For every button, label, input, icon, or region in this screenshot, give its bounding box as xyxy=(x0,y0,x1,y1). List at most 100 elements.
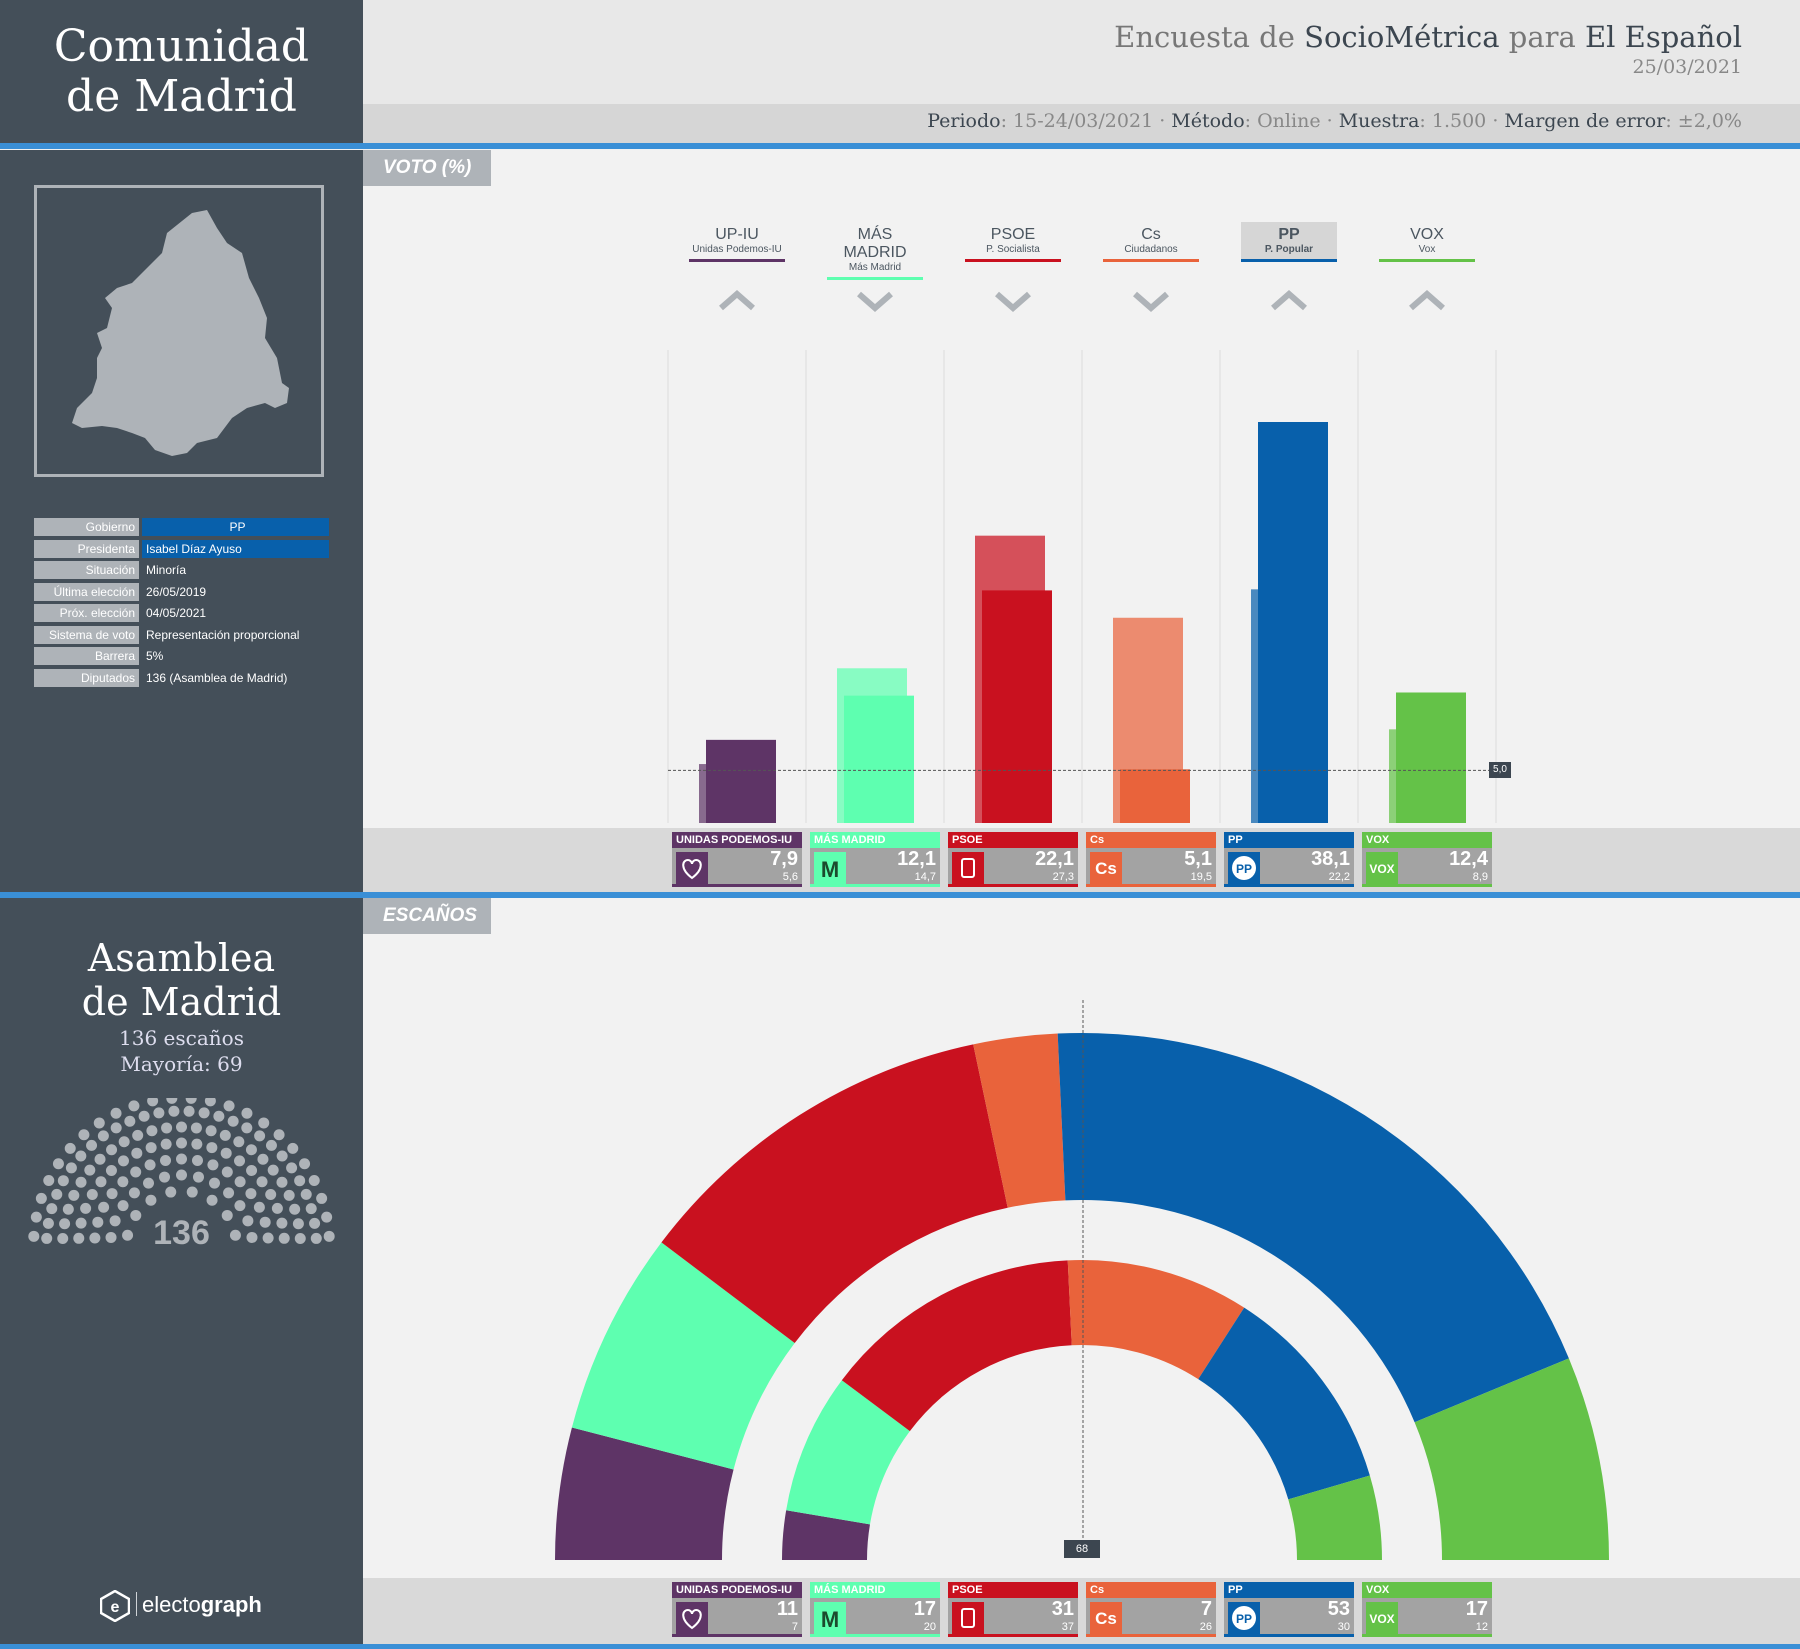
seat-dot xyxy=(146,1125,158,1137)
seat-dot xyxy=(198,1107,210,1119)
seat-dot xyxy=(262,1232,274,1244)
party-header-pp: PP P. Popular xyxy=(1241,222,1337,262)
info-value: Representación proporcional xyxy=(146,627,300,642)
seat-dot xyxy=(117,1176,129,1188)
seat-dot xyxy=(117,1200,129,1212)
current-value: 12,4 xyxy=(1449,848,1488,870)
party-header-upiu: UP-IU Unidas Podemos-IU xyxy=(689,226,785,262)
box-label: PSOE xyxy=(948,1582,1078,1598)
seat-dot xyxy=(310,1232,322,1244)
seat-dot xyxy=(323,1230,335,1242)
seats-box-cs: Cs Cs 7 26 xyxy=(1086,1582,1216,1637)
box-label: UNIDAS PODEMOS-IU xyxy=(672,1582,802,1598)
box-label: PP xyxy=(1224,832,1354,848)
party-logo-pp-icon: PP xyxy=(1228,852,1260,884)
current-value: 5,1 xyxy=(1184,848,1212,870)
seat-dot xyxy=(241,1107,253,1119)
current-value: 12,1 xyxy=(897,848,936,870)
party-logo-pp-icon: PP xyxy=(1228,1602,1260,1634)
party-color-band xyxy=(672,884,802,887)
current-value: 22,1 xyxy=(1035,848,1074,870)
seat-dot xyxy=(86,1189,98,1200)
seat-dot xyxy=(109,1215,121,1227)
seat-dot xyxy=(206,1194,218,1206)
party-logo-cs-icon: Cs xyxy=(1090,852,1122,884)
previous-value: 19,5 xyxy=(1190,871,1212,883)
previous-value: 20 xyxy=(923,1621,936,1633)
party-logo-mm-icon: M xyxy=(814,1602,846,1634)
region-title-line1: Comunidad xyxy=(53,21,310,72)
seats-box-mm: MÁS MADRID M 17 20 xyxy=(810,1582,940,1637)
seat-dot xyxy=(93,1117,105,1129)
seat-dot xyxy=(105,1231,117,1243)
hemicycle-icon xyxy=(28,1098,335,1245)
assembly-title-line1: Asamblea xyxy=(87,936,276,980)
party-logo-vox-icon: VOX xyxy=(1366,1602,1398,1634)
party-color-band xyxy=(1362,1634,1492,1637)
info-key: Sistema de voto xyxy=(34,625,139,644)
seat-dot xyxy=(92,1216,104,1228)
seat-dot xyxy=(192,1171,204,1183)
party-header-vox: VOX Vox xyxy=(1379,226,1475,262)
party-color-band xyxy=(1086,1634,1216,1637)
seat-dot xyxy=(80,1202,92,1214)
seat-dot xyxy=(68,1189,80,1201)
header-meta-band xyxy=(363,104,1800,143)
previous-value: 26 xyxy=(1199,1621,1212,1633)
seat-dot xyxy=(166,1098,178,1104)
current-value: 31 xyxy=(1051,1598,1074,1620)
madrid-map-icon xyxy=(72,210,289,456)
seat-dot xyxy=(276,1217,288,1229)
seat-dot xyxy=(128,1187,140,1199)
seat-dot xyxy=(213,1110,225,1122)
seat-dot xyxy=(183,1105,195,1117)
info-row: Situación Minoría xyxy=(34,561,329,579)
vote-box-psoe: PSOE 22,1 27,3 xyxy=(948,832,1078,887)
seat-dot xyxy=(305,1203,317,1215)
region-panel: Comunidad de Madrid xyxy=(0,0,363,143)
svg-text:M: M xyxy=(821,857,839,882)
info-row: Próx. elección 04/05/2021 xyxy=(34,604,329,622)
current-value: 17 xyxy=(913,1598,936,1620)
seats-previous-arc-cs xyxy=(1067,1260,1245,1380)
seats-current-arc-pp xyxy=(1057,1033,1569,1423)
party-subtitle: P. Socialista xyxy=(986,244,1040,255)
party-logo-upiu-icon xyxy=(676,852,708,884)
seat-dot xyxy=(42,1217,54,1229)
seat-dot xyxy=(52,1158,64,1170)
box-label: Cs xyxy=(1086,1582,1216,1598)
info-key: Presidenta xyxy=(34,539,139,558)
current-value: 17 xyxy=(1465,1598,1488,1620)
seat-dot xyxy=(75,1217,87,1229)
seat-dot xyxy=(57,1233,69,1245)
info-row: Barrera 5% xyxy=(34,647,329,665)
seats-previous-arc-mm xyxy=(786,1380,910,1525)
region-map xyxy=(34,185,324,477)
seat-dot xyxy=(219,1129,231,1141)
party-color-line xyxy=(1241,259,1337,262)
seat-dot xyxy=(131,1147,143,1159)
seat-dot xyxy=(143,1177,155,1189)
seat-dot xyxy=(89,1232,101,1244)
seat-dot xyxy=(147,1098,159,1107)
threshold-label: 5,0 xyxy=(1489,762,1511,779)
seat-dot xyxy=(110,1122,122,1134)
info-value: 04/05/2021 xyxy=(146,606,207,620)
seat-dot xyxy=(299,1158,311,1170)
seat-dot xyxy=(206,1142,218,1154)
party-header-mm: MÁS MADRID Más Madrid xyxy=(827,226,923,280)
seats-box-upiu: UNIDAS PODEMOS-IU 11 7 xyxy=(672,1582,802,1637)
seat-dot xyxy=(257,1153,269,1165)
party-header-psoe: PSOE P. Socialista xyxy=(965,226,1061,262)
seat-dot xyxy=(289,1203,301,1215)
party-color-line xyxy=(689,259,785,262)
seat-dot xyxy=(286,1162,298,1174)
seats-previous-arc-vox xyxy=(1288,1475,1382,1560)
seats-previous-arc-upiu xyxy=(782,1510,870,1560)
party-logo-upiu-icon xyxy=(676,1602,708,1634)
svg-text:VOX: VOX xyxy=(1369,1612,1394,1626)
info-value: PP xyxy=(142,518,329,536)
party-color-line xyxy=(1103,259,1199,262)
seat-dot xyxy=(106,1188,118,1200)
seats-section-tab: ESCAÑOS xyxy=(363,898,491,934)
